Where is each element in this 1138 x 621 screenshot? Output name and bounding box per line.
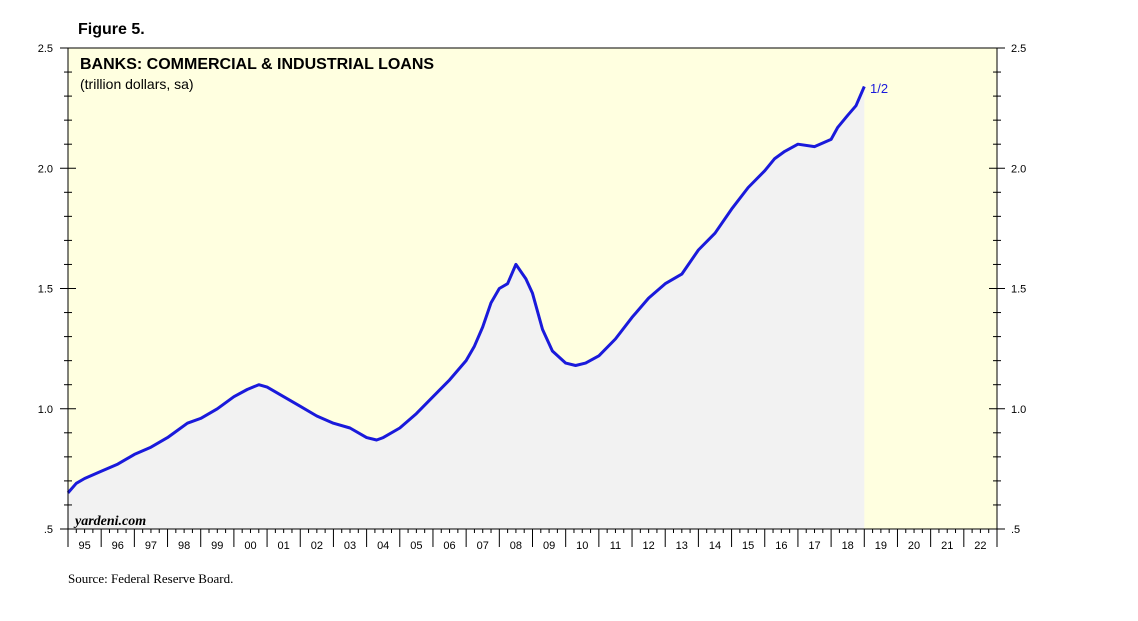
x-tick-label: 20 [908, 540, 920, 552]
y-tick-label-left: 1.5 [38, 284, 53, 296]
x-tick-label: 95 [78, 540, 90, 552]
x-tick-label: 00 [244, 540, 256, 552]
y-tick-label-right: 2.0 [1011, 163, 1026, 175]
y-tick-label-right: 1.5 [1011, 284, 1026, 296]
x-tick-label: 21 [941, 540, 953, 552]
y-tick-label-left: 1.0 [38, 404, 53, 416]
chart-title: BANKS: COMMERCIAL & INDUSTRIAL LOANS [80, 56, 434, 73]
x-tick-label: 22 [974, 540, 986, 552]
y-tick-label-right: 1.0 [1011, 404, 1026, 416]
x-tick-label: 15 [742, 540, 754, 552]
x-tick-label: 10 [576, 540, 588, 552]
y-axis-ticks: .5 .5 1.0 1.0 1.5 1.5 2.0 2.0 2.5 2.5 [38, 43, 1027, 536]
x-tick-label: 13 [676, 540, 688, 552]
x-tick-label: 98 [178, 540, 190, 552]
x-axis-ticks: 95 96 97 98 99 00 01 02 03 04 05 06 07 08 09 10 11 12 13 14… [67, 529, 998, 552]
y-tick-label-left: 2.0 [38, 163, 53, 175]
y-tick-label-left: .5 [44, 524, 53, 536]
x-tick-label: 17 [808, 540, 820, 552]
x-tick-label: 01 [278, 540, 290, 552]
x-tick-label: 04 [377, 540, 389, 552]
x-tick-label: 97 [145, 540, 157, 552]
x-tick-label: 07 [477, 540, 489, 552]
y-tick-label-left: 2.5 [38, 43, 53, 55]
latest-date-annotation: 1/2 [870, 81, 888, 96]
x-tick-label: 02 [311, 540, 323, 552]
area-fill [68, 86, 865, 529]
x-tick-label: 03 [344, 540, 356, 552]
x-tick-label: 08 [510, 540, 522, 552]
x-tick-label: 06 [443, 540, 455, 552]
figure-label: Figure 5. [78, 21, 145, 38]
x-tick-label: 18 [842, 540, 854, 552]
y-tick-label-right: 2.5 [1011, 43, 1026, 55]
plot-frame [67, 47, 998, 530]
series-line-c-and-i-loans [66, 85, 866, 494]
x-tick-label: 12 [643, 540, 655, 552]
y-tick-label-right: .5 [1011, 524, 1020, 536]
x-tick-label: 11 [610, 540, 621, 552]
x-tick-label: 99 [211, 540, 223, 552]
chart-subtitle: (trillion dollars, sa) [80, 76, 194, 92]
x-tick-label: 09 [543, 540, 555, 552]
x-tick-label: 19 [875, 540, 887, 552]
x-tick-label: 16 [775, 540, 787, 552]
watermark: yardeni.com [73, 514, 146, 529]
x-tick-label: 96 [112, 540, 124, 552]
source-note: Source: Federal Reserve Board. [68, 571, 234, 586]
x-tick-label: 14 [709, 540, 721, 552]
x-tick-label: 05 [410, 540, 422, 552]
